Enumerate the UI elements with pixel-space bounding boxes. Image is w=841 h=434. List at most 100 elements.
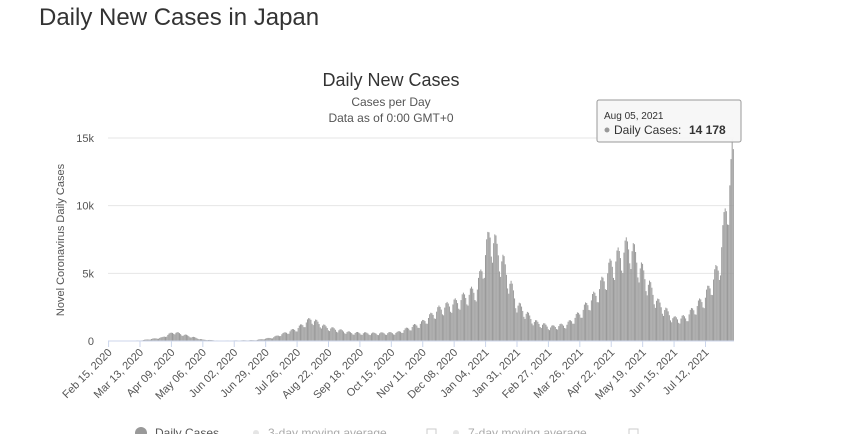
bar[interactable] (602, 277, 604, 341)
bar[interactable] (720, 275, 722, 341)
bar[interactable] (450, 311, 452, 341)
bar[interactable] (708, 285, 710, 341)
bar[interactable] (389, 331, 391, 341)
bar[interactable] (652, 294, 654, 341)
bar[interactable] (153, 338, 155, 341)
bar[interactable] (395, 332, 397, 341)
bar[interactable] (508, 293, 510, 341)
bar[interactable] (169, 332, 171, 341)
bar[interactable] (609, 258, 611, 341)
bar[interactable] (718, 279, 720, 341)
bar[interactable] (436, 311, 438, 341)
bar[interactable] (555, 329, 557, 341)
bar[interactable] (168, 333, 170, 341)
bar[interactable] (675, 317, 677, 341)
bar[interactable] (299, 324, 301, 341)
bar[interactable] (721, 247, 723, 341)
bar[interactable] (414, 324, 416, 341)
bar[interactable] (443, 315, 445, 341)
bar[interactable] (635, 251, 637, 341)
bar[interactable] (693, 310, 695, 341)
bar[interactable] (559, 324, 561, 341)
bar[interactable] (593, 291, 595, 341)
bar[interactable] (583, 304, 585, 341)
bar[interactable] (553, 325, 555, 341)
bar[interactable] (611, 266, 613, 341)
bar[interactable] (471, 286, 473, 341)
bar[interactable] (536, 320, 538, 341)
bar[interactable] (166, 336, 168, 341)
bar[interactable] (427, 317, 429, 341)
bar[interactable] (594, 292, 596, 341)
bar[interactable] (597, 302, 599, 341)
bar[interactable] (423, 320, 425, 341)
bar[interactable] (178, 333, 180, 341)
bar[interactable] (657, 298, 659, 341)
bar[interactable] (710, 294, 712, 341)
bar[interactable] (646, 295, 648, 341)
bar[interactable] (607, 273, 609, 341)
bar[interactable] (682, 315, 684, 341)
bar[interactable] (174, 334, 176, 341)
bar[interactable] (412, 324, 414, 341)
bar[interactable] (338, 330, 340, 341)
bar[interactable] (261, 339, 263, 341)
bar[interactable] (567, 321, 569, 341)
bar[interactable] (324, 324, 326, 341)
bar[interactable] (490, 256, 492, 341)
bar[interactable] (467, 305, 469, 341)
bar[interactable] (484, 255, 486, 341)
bar[interactable] (535, 320, 537, 341)
bar[interactable] (661, 313, 663, 341)
bar[interactable] (286, 332, 288, 341)
bar[interactable] (587, 305, 589, 341)
bar[interactable] (340, 329, 342, 341)
legend-item-daily-cases[interactable]: Daily Cases (135, 426, 219, 434)
bar[interactable] (202, 339, 204, 341)
bar[interactable] (667, 311, 669, 341)
bar[interactable] (210, 339, 212, 341)
bar[interactable] (629, 263, 631, 341)
bar[interactable] (203, 339, 205, 341)
bar[interactable] (496, 243, 498, 341)
bar[interactable] (722, 225, 724, 341)
bar[interactable] (666, 308, 668, 341)
bar[interactable] (680, 318, 682, 341)
bar[interactable] (345, 333, 347, 341)
bar[interactable] (730, 159, 732, 341)
bar[interactable] (283, 332, 285, 341)
bar[interactable] (694, 314, 696, 341)
bar[interactable] (434, 318, 436, 341)
bar[interactable] (293, 329, 294, 341)
bar[interactable] (489, 237, 491, 341)
bar[interactable] (446, 301, 448, 341)
bar[interactable] (344, 333, 346, 341)
bar[interactable] (522, 310, 524, 341)
bar[interactable] (519, 303, 521, 341)
bar[interactable] (274, 336, 276, 341)
bar[interactable] (505, 274, 507, 341)
bar[interactable] (481, 271, 483, 341)
bar[interactable] (440, 309, 442, 341)
bar[interactable] (566, 324, 568, 341)
bar[interactable] (700, 299, 702, 341)
bar[interactable] (380, 332, 382, 341)
bar[interactable] (457, 303, 459, 341)
bar[interactable] (615, 261, 617, 341)
bar[interactable] (625, 237, 627, 341)
legend-item-3-day-average[interactable]: 3-day moving average (253, 426, 437, 434)
bar[interactable] (688, 314, 690, 341)
bar[interactable] (580, 317, 582, 341)
bar[interactable] (159, 337, 161, 341)
bar[interactable] (298, 325, 300, 341)
bar[interactable] (562, 325, 564, 341)
bar[interactable] (363, 332, 365, 341)
bar[interactable] (267, 337, 269, 341)
bar[interactable] (517, 305, 519, 341)
bar[interactable] (377, 335, 379, 341)
bar[interactable] (318, 324, 320, 341)
bar[interactable] (155, 338, 157, 341)
bar[interactable] (592, 294, 594, 341)
bar[interactable] (204, 339, 206, 341)
bar[interactable] (175, 332, 177, 341)
